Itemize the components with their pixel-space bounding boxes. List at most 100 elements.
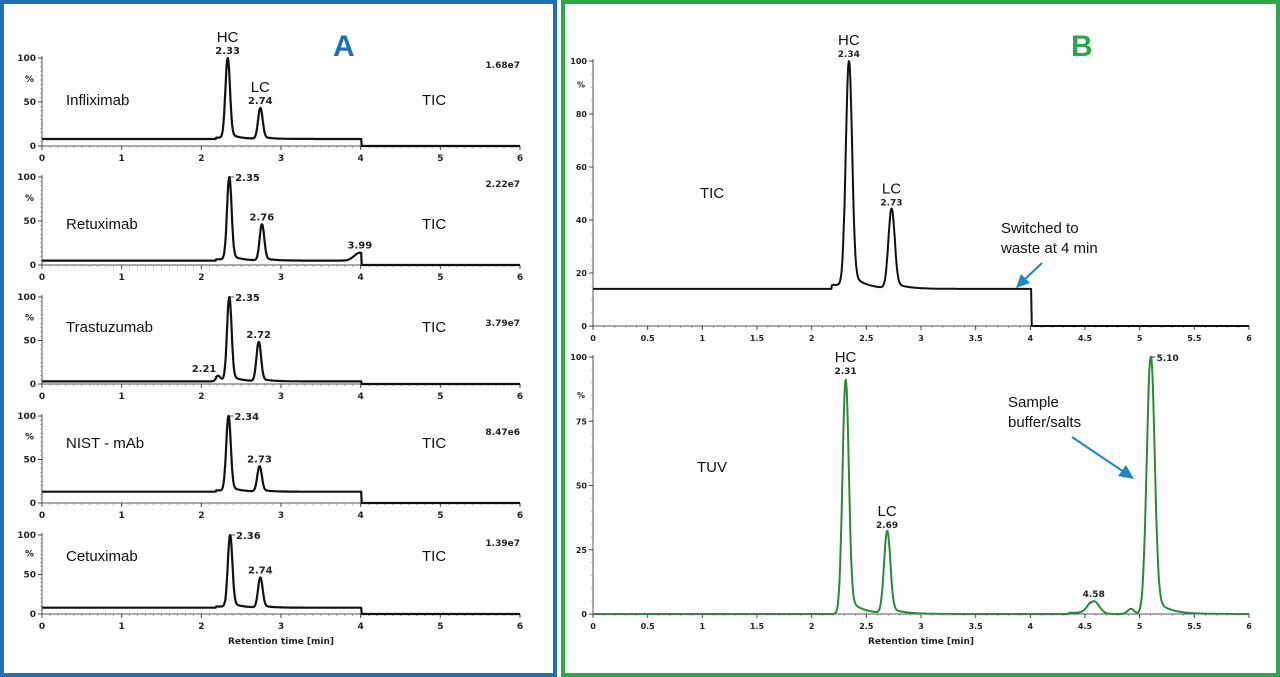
sample-name-cetuximab: Cetuximab: [66, 548, 138, 565]
x-tick-label: 5: [437, 511, 443, 521]
peak-label: 5.10: [1157, 354, 1179, 364]
trace-cetuximab: [41, 533, 521, 616]
y-tick-label: 100: [570, 353, 587, 362]
panel-a-letter: A: [333, 30, 355, 63]
x-tick-label: 4.5: [1078, 622, 1093, 631]
y-tick-label: 0: [30, 380, 36, 390]
x-tick-label: 0.5: [641, 334, 656, 343]
panel-b: [561, 0, 1280, 677]
y-tick-label: 100: [17, 412, 36, 422]
x-tick-label: 3: [918, 622, 924, 631]
y-tick-label: 0: [581, 610, 587, 619]
x-tick-label: 4: [358, 273, 364, 283]
peak-annotation: LC: [878, 503, 897, 520]
intensity-label: 2.22e7: [485, 180, 520, 190]
intensity-label: 3.79e7: [485, 319, 520, 329]
x-tick-label: 1.5: [750, 334, 765, 343]
y-tick-label: 50: [23, 456, 36, 466]
x-tick-label: 2.5: [859, 334, 874, 343]
annotation-sample: Sample: [1008, 394, 1059, 411]
peak-annotation: HC: [217, 29, 239, 46]
y-tick-label: 0: [581, 322, 587, 331]
arrow-head-icon: [1118, 465, 1134, 479]
x-tick-label: 6: [1246, 622, 1252, 631]
x-tick-label: 1: [119, 511, 125, 521]
percent-label: %: [25, 313, 34, 323]
y-tick-label: 50: [23, 98, 36, 108]
trace-type-label: TIC: [422, 435, 446, 452]
x-tick-label: 0: [39, 511, 45, 521]
peak-label: 2.76: [250, 213, 275, 224]
x-tick-label: 6: [517, 273, 523, 283]
x-tick-label: 3: [278, 154, 284, 164]
y-tick-label: 75: [576, 417, 588, 426]
x-tick-label: 2.5: [859, 622, 874, 631]
x-tick-label: 1: [119, 622, 125, 632]
x-tick-label: 0: [39, 622, 45, 632]
x-tick-label: 0: [39, 154, 45, 164]
percent-label: %: [25, 549, 34, 559]
x-tick-label: 1: [119, 392, 125, 402]
peak-label: 2.31: [834, 367, 856, 377]
intensity-label: 1.68e7: [485, 61, 520, 71]
peak-annotation: HC: [835, 349, 857, 366]
percent-label: %: [577, 81, 585, 90]
peak-label: 4.58: [1083, 590, 1105, 600]
x-tick-label: 1: [119, 154, 125, 164]
x-tick-label: 2: [198, 622, 204, 632]
x-tick-label: 3: [278, 511, 284, 521]
sample-name-retuximab: Retuximab: [66, 216, 138, 233]
trace-type-label: TIC: [422, 319, 446, 336]
x-tick-label: 2: [198, 154, 204, 164]
peak-label: 2.73: [880, 198, 902, 208]
x-tick-label: 3: [918, 334, 924, 343]
x-tick-label: 6: [517, 511, 523, 521]
y-tick-label: 100: [570, 57, 587, 66]
arrow-head-icon: [1016, 274, 1030, 288]
y-tick-label: 100: [17, 293, 36, 303]
annotation-switched: Switched to: [1001, 220, 1079, 237]
peak-label: 2.69: [876, 521, 898, 531]
annotation-switched: waste at 4 min: [1000, 240, 1098, 257]
y-tick-label: 50: [23, 337, 36, 347]
sample-name-trastuzumab: Trastuzumab: [66, 319, 153, 336]
x-tick-label: 2: [809, 334, 815, 343]
x-tick-label: 2: [198, 511, 204, 521]
peak-label: 2.72: [246, 330, 271, 341]
peak-label: 2.33: [215, 46, 240, 57]
x-tick-label: 0: [39, 273, 45, 283]
trace-retuximab: [41, 175, 521, 267]
peak-annotation: LC: [882, 180, 901, 197]
trace-b-tuv: [592, 356, 1250, 615]
x-tick-label: 1: [700, 622, 706, 631]
x-tick-label: 0: [39, 392, 45, 402]
peak-annotation: LC: [251, 79, 270, 96]
trace-type-label: TIC: [700, 185, 724, 202]
x-tick-label: 4: [1028, 622, 1034, 631]
x-tick-label: 5: [1137, 622, 1143, 631]
x-tick-label: 1.5: [750, 622, 765, 631]
x-tick-label: 3: [278, 622, 284, 632]
trace-b-tic: [592, 60, 1250, 327]
arrow-switched: [1023, 262, 1043, 281]
trace-nist-mab: [41, 414, 521, 505]
y-tick-label: 100: [17, 173, 36, 183]
trace-type-label: TIC: [422, 548, 446, 565]
trace-type-label: TUV: [697, 459, 727, 476]
x-tick-label: 2: [198, 273, 204, 283]
y-tick-label: 50: [23, 217, 36, 227]
x-tick-label: 5.5: [1187, 622, 1202, 631]
x-tick-label: 1: [700, 334, 706, 343]
peak-label: 2.34: [234, 412, 259, 423]
x-tick-label: 0: [590, 622, 596, 631]
peak-label: 3.99: [348, 241, 373, 252]
sample-name-infliximab: Infliximab: [66, 92, 129, 109]
x-tick-label: 4: [358, 392, 364, 402]
peak-label: 2.35: [235, 173, 260, 184]
x-tick-label: 3.5: [969, 334, 984, 343]
x-tick-label: 0: [590, 334, 596, 343]
trace-infliximab: [41, 56, 521, 148]
peak-annotation: HC: [838, 32, 860, 49]
x-tick-label: 5: [437, 622, 443, 632]
